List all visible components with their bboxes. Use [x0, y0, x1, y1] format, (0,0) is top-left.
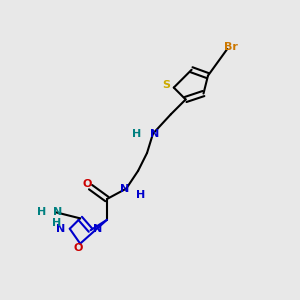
- Text: N: N: [56, 224, 65, 234]
- Text: H: H: [37, 207, 46, 218]
- Text: N: N: [93, 224, 102, 234]
- Text: N: N: [150, 129, 159, 139]
- Text: S: S: [162, 80, 170, 90]
- Text: H: H: [136, 190, 146, 200]
- Text: H: H: [132, 129, 141, 139]
- Text: O: O: [74, 243, 83, 253]
- Text: Br: Br: [224, 43, 238, 52]
- Text: N: N: [120, 184, 129, 194]
- Text: O: O: [82, 179, 92, 189]
- Text: N: N: [53, 207, 62, 218]
- Text: H: H: [52, 218, 61, 228]
